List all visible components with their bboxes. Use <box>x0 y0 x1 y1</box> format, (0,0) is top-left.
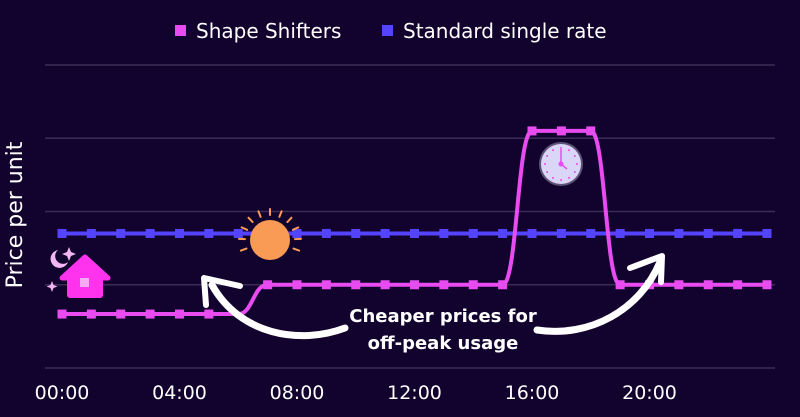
x-tick-label: 08:00 <box>270 382 325 404</box>
clock-hour-dot <box>552 149 554 152</box>
marker-shape-shifters <box>468 280 478 290</box>
marker-standard-single-rate <box>175 228 184 238</box>
marker-standard-single-rate <box>674 228 684 238</box>
sun-ray <box>239 247 248 252</box>
grid-lines <box>45 64 775 286</box>
sun-ray <box>240 226 249 231</box>
clock-hour-dot <box>544 163 546 165</box>
marker-shape-shifters <box>674 280 684 290</box>
legend-label-standard-single-rate: Standard single rate <box>403 19 607 43</box>
sun-icon <box>238 208 302 260</box>
curved-arrow-left-icon <box>201 275 349 340</box>
marker-shape-shifters <box>439 280 449 290</box>
marker-standard-single-rate <box>351 228 361 238</box>
marker-standard-single-rate <box>615 228 625 238</box>
marker-standard-single-rate <box>586 228 596 238</box>
clock-hour-dot <box>560 179 562 181</box>
legend-swatch-shape-shifters <box>175 25 186 36</box>
annotation-line-1: Cheaper prices for <box>349 306 537 327</box>
marker-standard-single-rate <box>439 228 449 238</box>
marker-shape-shifters <box>410 280 419 290</box>
clock-hour-dot <box>560 147 562 149</box>
clock-hour-dot <box>573 155 576 157</box>
clock-hour-dot <box>568 149 570 152</box>
marker-shape-shifters <box>498 280 508 290</box>
clock-icon <box>539 142 583 186</box>
marker-shape-shifters <box>321 280 331 290</box>
marker-standard-single-rate <box>645 228 654 238</box>
clock-hour-dot <box>552 176 554 179</box>
series-group <box>57 126 772 319</box>
sun-ray <box>291 226 300 231</box>
marker-shape-shifters <box>86 309 96 319</box>
marker-standard-single-rate <box>703 228 713 238</box>
x-tick-label: 16:00 <box>505 382 560 404</box>
marker-standard-single-rate <box>380 228 390 238</box>
marker-standard-single-rate <box>145 228 155 238</box>
x-tick-label: 04:00 <box>152 382 207 404</box>
marker-standard-single-rate <box>527 228 537 238</box>
annotation-line-2: off-peak usage <box>368 333 519 354</box>
clock-hour-dot <box>568 176 570 179</box>
marker-shape-shifters <box>351 280 361 290</box>
curved-arrow-right-icon <box>533 253 665 335</box>
marker-standard-single-rate <box>468 228 478 238</box>
x-tick-label: 00:00 <box>35 382 90 404</box>
marker-shape-shifters <box>57 309 67 319</box>
x-tick-labels: 00:00 04:00 08:00 12:00 16:00 20:00 <box>35 382 677 404</box>
marker-standard-single-rate <box>233 228 243 238</box>
x-tick-label: 20:00 <box>622 382 677 404</box>
y-axis-label: Price per unit <box>3 141 28 288</box>
marker-shape-shifters <box>615 280 625 290</box>
marker-standard-single-rate <box>410 228 419 238</box>
marker-shape-shifters <box>380 280 390 290</box>
house-moon-icon <box>46 247 111 298</box>
marker-standard-single-rate <box>204 228 214 238</box>
marker-standard-single-rate <box>292 228 302 238</box>
marker-standard-single-rate <box>86 228 96 238</box>
marker-shape-shifters <box>556 126 566 136</box>
marker-shape-shifters <box>175 309 184 319</box>
x-tick-label: 12:00 <box>387 382 442 404</box>
clock-hour-dot <box>576 163 578 165</box>
sun-ray <box>292 247 301 252</box>
marker-shape-shifters <box>204 309 214 319</box>
clock-hour-dot <box>546 171 549 173</box>
marker-standard-single-rate <box>556 228 566 238</box>
clock-hour-dot <box>546 155 549 157</box>
marker-standard-single-rate <box>762 228 772 238</box>
sun-ray <box>286 216 293 224</box>
marker-shape-shifters <box>292 280 302 290</box>
marker-shape-shifters <box>762 280 772 290</box>
marker-standard-single-rate <box>733 228 743 238</box>
marker-shape-shifters <box>263 280 273 290</box>
marker-shape-shifters <box>703 280 713 290</box>
legend-label-shape-shifters: Shape Shifters <box>196 19 341 43</box>
marker-shape-shifters <box>586 126 596 136</box>
marker-standard-single-rate <box>116 228 126 238</box>
marker-standard-single-rate <box>498 228 508 238</box>
marker-standard-single-rate <box>57 228 67 238</box>
clock-hour-dot <box>573 171 576 173</box>
marker-standard-single-rate <box>321 228 331 238</box>
marker-shape-shifters <box>733 280 743 290</box>
marker-shape-shifters <box>116 309 126 319</box>
sun-ray <box>247 216 254 224</box>
marker-shape-shifters <box>145 309 155 319</box>
legend-swatch-standard-single-rate <box>382 25 393 36</box>
sun-ray <box>278 210 283 218</box>
sun-ray <box>257 210 262 218</box>
marker-shape-shifters <box>527 126 537 136</box>
legend: Shape Shifters Standard single rate <box>175 19 607 43</box>
